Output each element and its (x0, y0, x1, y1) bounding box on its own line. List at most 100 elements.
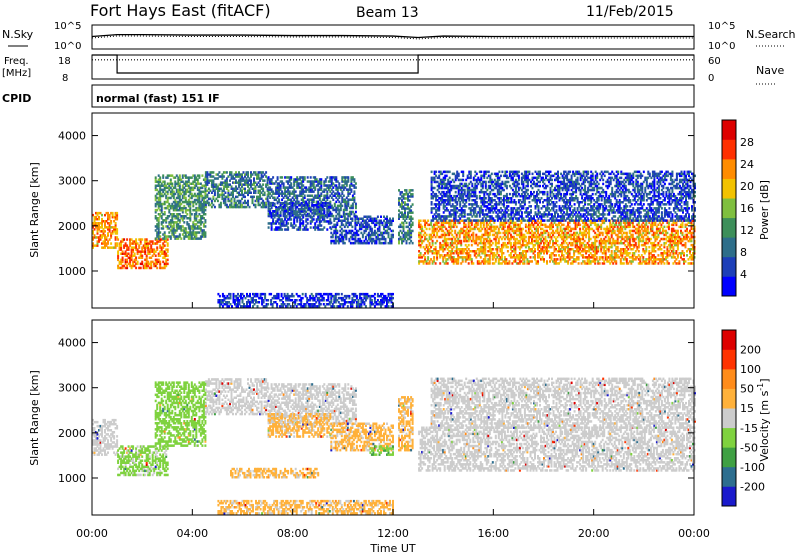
power-echo-cell (547, 245, 550, 249)
power-echo-cell (127, 248, 130, 251)
power-echo-cell (517, 229, 520, 233)
power-echo-cell (190, 200, 193, 204)
power-echo-cell (366, 241, 369, 245)
power-echo-cell (381, 233, 384, 237)
power-echo-cell (162, 260, 165, 264)
power-echo-cell (184, 176, 187, 179)
power-echo-cell (401, 211, 403, 214)
power-echo-cell (482, 223, 485, 227)
power-echo-cell (284, 190, 287, 193)
power-echo-cell (490, 229, 493, 233)
power-echo-cell (305, 218, 308, 221)
power-echo-cell (565, 227, 568, 231)
power-echo-cell (244, 173, 246, 176)
power-echo-cell (335, 188, 338, 191)
power-echo-cell (473, 252, 476, 255)
power-echo-cell (649, 252, 652, 255)
power-echo-cell (308, 200, 311, 204)
power-echo-cell (242, 179, 245, 182)
power-echo-cell (440, 225, 443, 229)
power-echo-cell (509, 219, 512, 222)
power-echo-cell (515, 256, 518, 259)
power-echo-cell (318, 228, 321, 231)
power-echo-cell (637, 223, 640, 227)
power-echo-cell (520, 231, 523, 235)
power-echo-cell (506, 250, 509, 253)
power-echo-cell (266, 197, 269, 201)
power-echo-cell (424, 237, 427, 241)
power-echo-cell (651, 223, 654, 227)
power-echo-cell (93, 244, 96, 247)
power-echo-cell (340, 221, 343, 225)
power-echo-cell (232, 177, 234, 180)
power-echo-cell (613, 254, 616, 257)
power-echo-cell (487, 231, 490, 235)
power-echo-cell (348, 231, 351, 235)
power-echo-cell (475, 239, 478, 243)
power-echo-cell (216, 189, 219, 192)
power-echo-cell (308, 198, 311, 201)
power-echo-cell (291, 208, 294, 211)
power-echo-cell (649, 229, 652, 233)
power-echo-cell (336, 204, 339, 208)
power-echo-cell (276, 226, 279, 229)
power-echo-cell (302, 220, 305, 223)
power-echo-cell (470, 227, 473, 231)
power-echo-cell (408, 227, 411, 231)
power-echo-cell (443, 239, 446, 243)
power-echo-cell (159, 204, 162, 208)
power-echo-cell (610, 225, 613, 229)
power-echo-cell (595, 258, 598, 261)
power-echo-cell (469, 229, 472, 233)
power-echo-cell (433, 233, 436, 237)
power-echo-cell (227, 191, 230, 194)
power-echo-cell (609, 258, 612, 261)
power-echo-cell (408, 241, 411, 245)
power-echo-cell (178, 233, 181, 236)
power-echo-cell (196, 198, 199, 202)
power-echo-cell (270, 222, 273, 225)
power-echo-cell (183, 217, 186, 220)
power-echo-cell (334, 223, 337, 227)
power-echo-cell (157, 231, 160, 234)
power-echo-cell (299, 192, 302, 195)
power-echo-cell (621, 241, 624, 245)
power-echo-cell (651, 229, 654, 233)
power-echo-cell (431, 260, 434, 263)
power-echo-cell (259, 179, 262, 182)
power-echo-cell (496, 250, 499, 253)
power-echo-cell (527, 231, 530, 235)
power-echo-cell (117, 252, 120, 255)
power-echo-cell (254, 185, 257, 188)
power-echo-cell (195, 233, 198, 236)
power-echo-cell (518, 245, 521, 249)
power-echo-cell (570, 229, 573, 233)
power-echo-cell (323, 210, 326, 213)
power-echo-cell (451, 233, 454, 237)
power-echo-cell (279, 224, 282, 227)
power-echo-cell (187, 233, 190, 236)
power-echo-cell (326, 216, 329, 219)
power-echo-cell (512, 260, 515, 263)
power-echo-cell (168, 186, 171, 190)
power-echo-cell (340, 235, 343, 239)
power-echo-cell (642, 237, 645, 241)
power-echo-cell (330, 192, 333, 195)
power-echo-cell (604, 254, 607, 257)
power-echo-cell (323, 218, 326, 221)
power-echo-cell (630, 262, 633, 265)
power-echo-cell (448, 223, 451, 227)
power-echo-cell (204, 200, 207, 204)
power-echo-cell (154, 208, 157, 212)
power-echo-cell (309, 216, 312, 219)
power-echo-cell (160, 202, 163, 206)
power-echo-cell (327, 208, 330, 211)
power-echo-cell (546, 239, 548, 243)
power-echo-cell (229, 171, 231, 174)
power-echo-cell (518, 239, 521, 243)
power-echo-cell (434, 221, 437, 225)
power-echo-cell (98, 222, 100, 225)
power-echo-cell (562, 258, 565, 261)
power-echo-cell (227, 185, 230, 188)
power-echo-cell (272, 201, 275, 205)
